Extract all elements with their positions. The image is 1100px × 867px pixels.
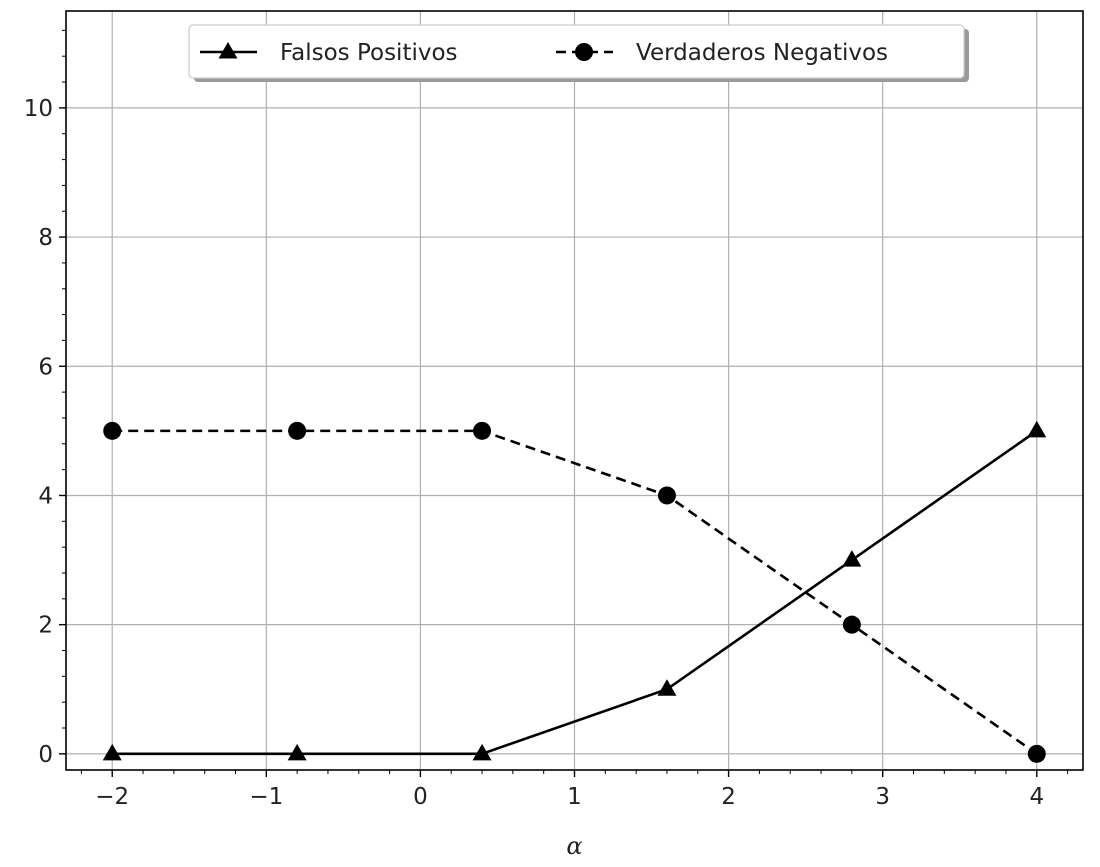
series-line: [112, 429, 1038, 756]
legend-label: Verdaderos Negativos: [636, 40, 888, 66]
legend-marker: [218, 42, 238, 59]
axis-ticks: −2 −1 0 1 2 3 4 0 2 4 6 8 10: [24, 29, 1069, 810]
x-tick-label: 1: [567, 784, 582, 810]
legend-marker: [575, 43, 593, 61]
series-layer: [102, 420, 1047, 763]
data-point: [842, 550, 862, 567]
data-point: [102, 743, 122, 761]
data-point: [473, 421, 492, 440]
y-tick-label: 0: [38, 742, 53, 768]
x-tick-label: 2: [721, 784, 736, 810]
x-tick-label: 0: [413, 784, 428, 810]
data-point: [1027, 420, 1047, 438]
x-tick-label: −2: [95, 784, 129, 810]
x-tick-label: −1: [249, 784, 283, 810]
grid: [66, 11, 1083, 770]
x-tick-label: 3: [875, 784, 890, 810]
data-point: [103, 421, 122, 440]
data-point: [842, 615, 861, 634]
y-tick-label: 10: [24, 96, 53, 122]
data-point: [1027, 744, 1046, 763]
series-line: [112, 429, 1038, 755]
data-point: [657, 679, 677, 696]
x-tick-label: 4: [1029, 784, 1044, 810]
legend: Falsos Positivos Verdaderos Negativos: [188, 24, 969, 82]
data-point: [288, 421, 307, 440]
data-point: [287, 743, 307, 761]
y-tick-label: 2: [38, 613, 53, 639]
y-tick-label: 4: [38, 483, 53, 509]
y-tick-label: 6: [38, 354, 53, 380]
series-1: [102, 420, 1047, 761]
data-point: [657, 486, 676, 505]
x-axis-label: α: [566, 832, 582, 860]
y-tick-label: 8: [38, 225, 53, 251]
legend-label: Falsos Positivos: [280, 40, 458, 66]
data-point: [472, 743, 492, 761]
series-2: [103, 421, 1046, 763]
